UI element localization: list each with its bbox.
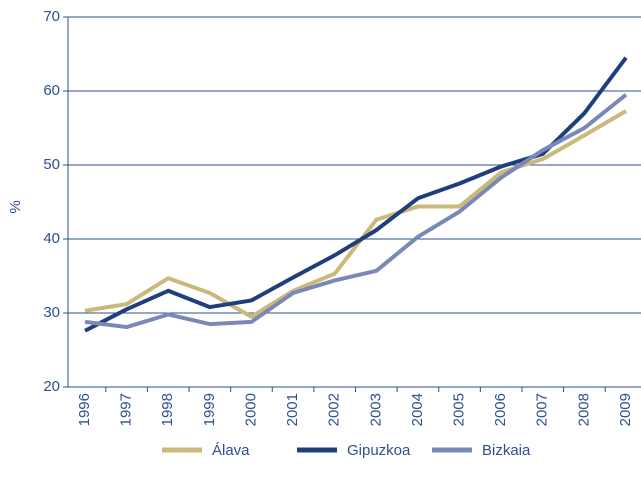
y-tick-label: 40 <box>43 230 60 247</box>
y-tick-label: 30 <box>43 304 60 321</box>
legend-label: Álava <box>212 442 250 459</box>
x-tick-label: 2000 <box>242 393 259 426</box>
y-axis-label: % <box>7 200 24 213</box>
line-series <box>84 56 628 333</box>
y-tick-label: 50 <box>43 156 60 173</box>
x-tick-label: 2004 <box>409 393 426 426</box>
x-tick-label: 2007 <box>534 393 551 426</box>
x-tick-label: 1997 <box>118 393 135 426</box>
line-series <box>84 109 628 319</box>
x-tick-label: 1996 <box>76 393 93 426</box>
y-tick-label: 70 <box>43 8 60 25</box>
y-tick-label: 20 <box>43 378 60 395</box>
x-tick-label: 2006 <box>492 393 509 426</box>
y-tick-label: 60 <box>43 82 60 99</box>
x-tick-label: 2009 <box>617 393 634 426</box>
line-series <box>84 93 628 330</box>
x-tick-label: 1999 <box>201 393 218 426</box>
x-tick-label: 2005 <box>451 393 468 426</box>
x-tick-label: 2001 <box>284 393 301 426</box>
legend-label: Bizkaia <box>482 442 531 459</box>
x-tick-label: 2008 <box>575 393 592 426</box>
x-tick-label: 2002 <box>326 393 343 426</box>
x-tick-label: 2003 <box>367 393 384 426</box>
legend-label: Gipuzkoa <box>347 442 411 459</box>
x-tick-label: 1998 <box>159 393 176 426</box>
